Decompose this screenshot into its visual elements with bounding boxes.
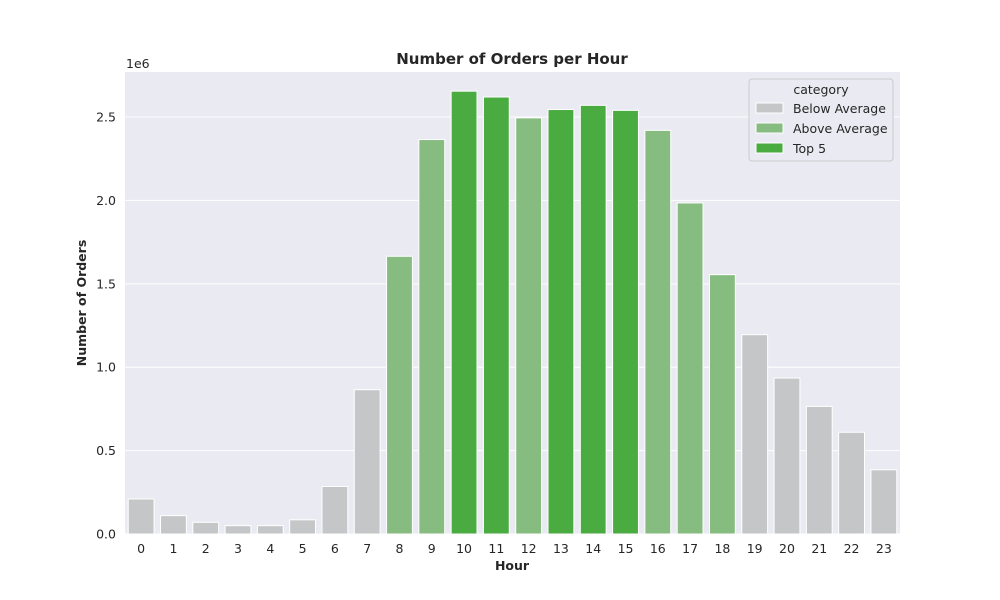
x-tick-label: 22 <box>844 541 860 556</box>
x-axis-ticks: 0 1 2 3 4 5 6 7 8 9 10 11 12 13 14 15 16 17 18 19 20 21 22 23 <box>137 541 892 556</box>
bar-hour-12 <box>515 117 543 535</box>
x-tick-label: 16 <box>650 541 666 556</box>
legend-swatch <box>755 102 784 114</box>
y-tick-label: 1.0 <box>96 360 116 375</box>
x-tick-label: 19 <box>747 541 763 556</box>
y-axis-label: Number of Orders <box>74 240 89 367</box>
y-tick-label: 1.5 <box>96 276 116 291</box>
y-scale-label: 1e6 <box>126 56 150 71</box>
x-tick-label: 3 <box>234 541 242 556</box>
bar-hour-4 <box>256 525 284 535</box>
legend-box <box>748 78 894 162</box>
y-tick-label: 2.5 <box>96 110 116 125</box>
legend-swatch <box>755 122 784 134</box>
x-tick-label: 6 <box>331 541 339 556</box>
x-tick-label: 10 <box>456 541 472 556</box>
x-tick-label: 15 <box>618 541 634 556</box>
y-tick-label: 2.0 <box>96 193 116 208</box>
bar-hour-15 <box>612 109 639 535</box>
bar-hour-5 <box>289 519 317 535</box>
x-tick-label: 7 <box>363 541 371 556</box>
bar-hour-2 <box>192 521 220 535</box>
bars <box>127 90 898 535</box>
bar-hour-9 <box>418 139 446 535</box>
bar-hour-17 <box>676 202 704 535</box>
bar-hour-16 <box>644 129 672 535</box>
bar-hour-18 <box>708 274 736 535</box>
bar-hour-8 <box>386 255 413 535</box>
x-tick-label: 9 <box>428 541 436 556</box>
bar-hour-3 <box>224 525 252 535</box>
legend-label: Above Average <box>793 121 888 136</box>
bar-hour-11 <box>482 96 510 535</box>
legend: category Below Average Above Average Top 5 <box>748 78 894 162</box>
x-tick-label: 4 <box>266 541 274 556</box>
y-tick-label: 0.0 <box>96 527 116 542</box>
x-tick-label: 8 <box>396 541 404 556</box>
y-tick-label: 0.5 <box>96 443 116 458</box>
x-axis-label: Hour <box>495 558 530 573</box>
x-tick-label: 13 <box>553 541 569 556</box>
bar-hour-14 <box>579 104 607 535</box>
x-tick-label: 1 <box>169 541 177 556</box>
legend-label: Below Average <box>793 101 886 116</box>
bar-hour-23 <box>870 469 898 535</box>
x-tick-label: 14 <box>585 541 601 556</box>
x-tick-label: 0 <box>137 541 145 556</box>
legend-swatch <box>755 142 784 154</box>
bar-hour-1 <box>160 515 187 535</box>
x-tick-label: 21 <box>811 541 827 556</box>
bar-hour-13 <box>547 109 575 535</box>
bar-hour-0 <box>127 498 155 535</box>
x-tick-label: 11 <box>488 541 504 556</box>
bar-hour-19 <box>741 334 769 535</box>
x-tick-label: 5 <box>299 541 307 556</box>
legend-label: Top 5 <box>792 141 826 156</box>
x-tick-label: 12 <box>521 541 537 556</box>
chart-title: Number of Orders per Hour <box>396 50 628 68</box>
x-tick-label: 20 <box>779 541 795 556</box>
x-tick-label: 23 <box>876 541 892 556</box>
x-tick-label: 2 <box>202 541 210 556</box>
x-tick-label: 18 <box>714 541 730 556</box>
bar-hour-7 <box>353 389 381 535</box>
legend-entries: Below Average Above Average Top 5 <box>755 101 888 156</box>
bar-hour-6 <box>321 485 349 535</box>
x-tick-label: 17 <box>682 541 698 556</box>
bar-hour-10 <box>450 90 478 535</box>
bar-hour-21 <box>805 405 833 535</box>
bar-hour-20 <box>773 377 801 535</box>
bar-hour-22 <box>838 431 865 535</box>
legend-title: category <box>793 82 849 97</box>
y-axis-ticks: 0.0 0.5 1.0 1.5 2.0 2.5 <box>96 110 116 542</box>
